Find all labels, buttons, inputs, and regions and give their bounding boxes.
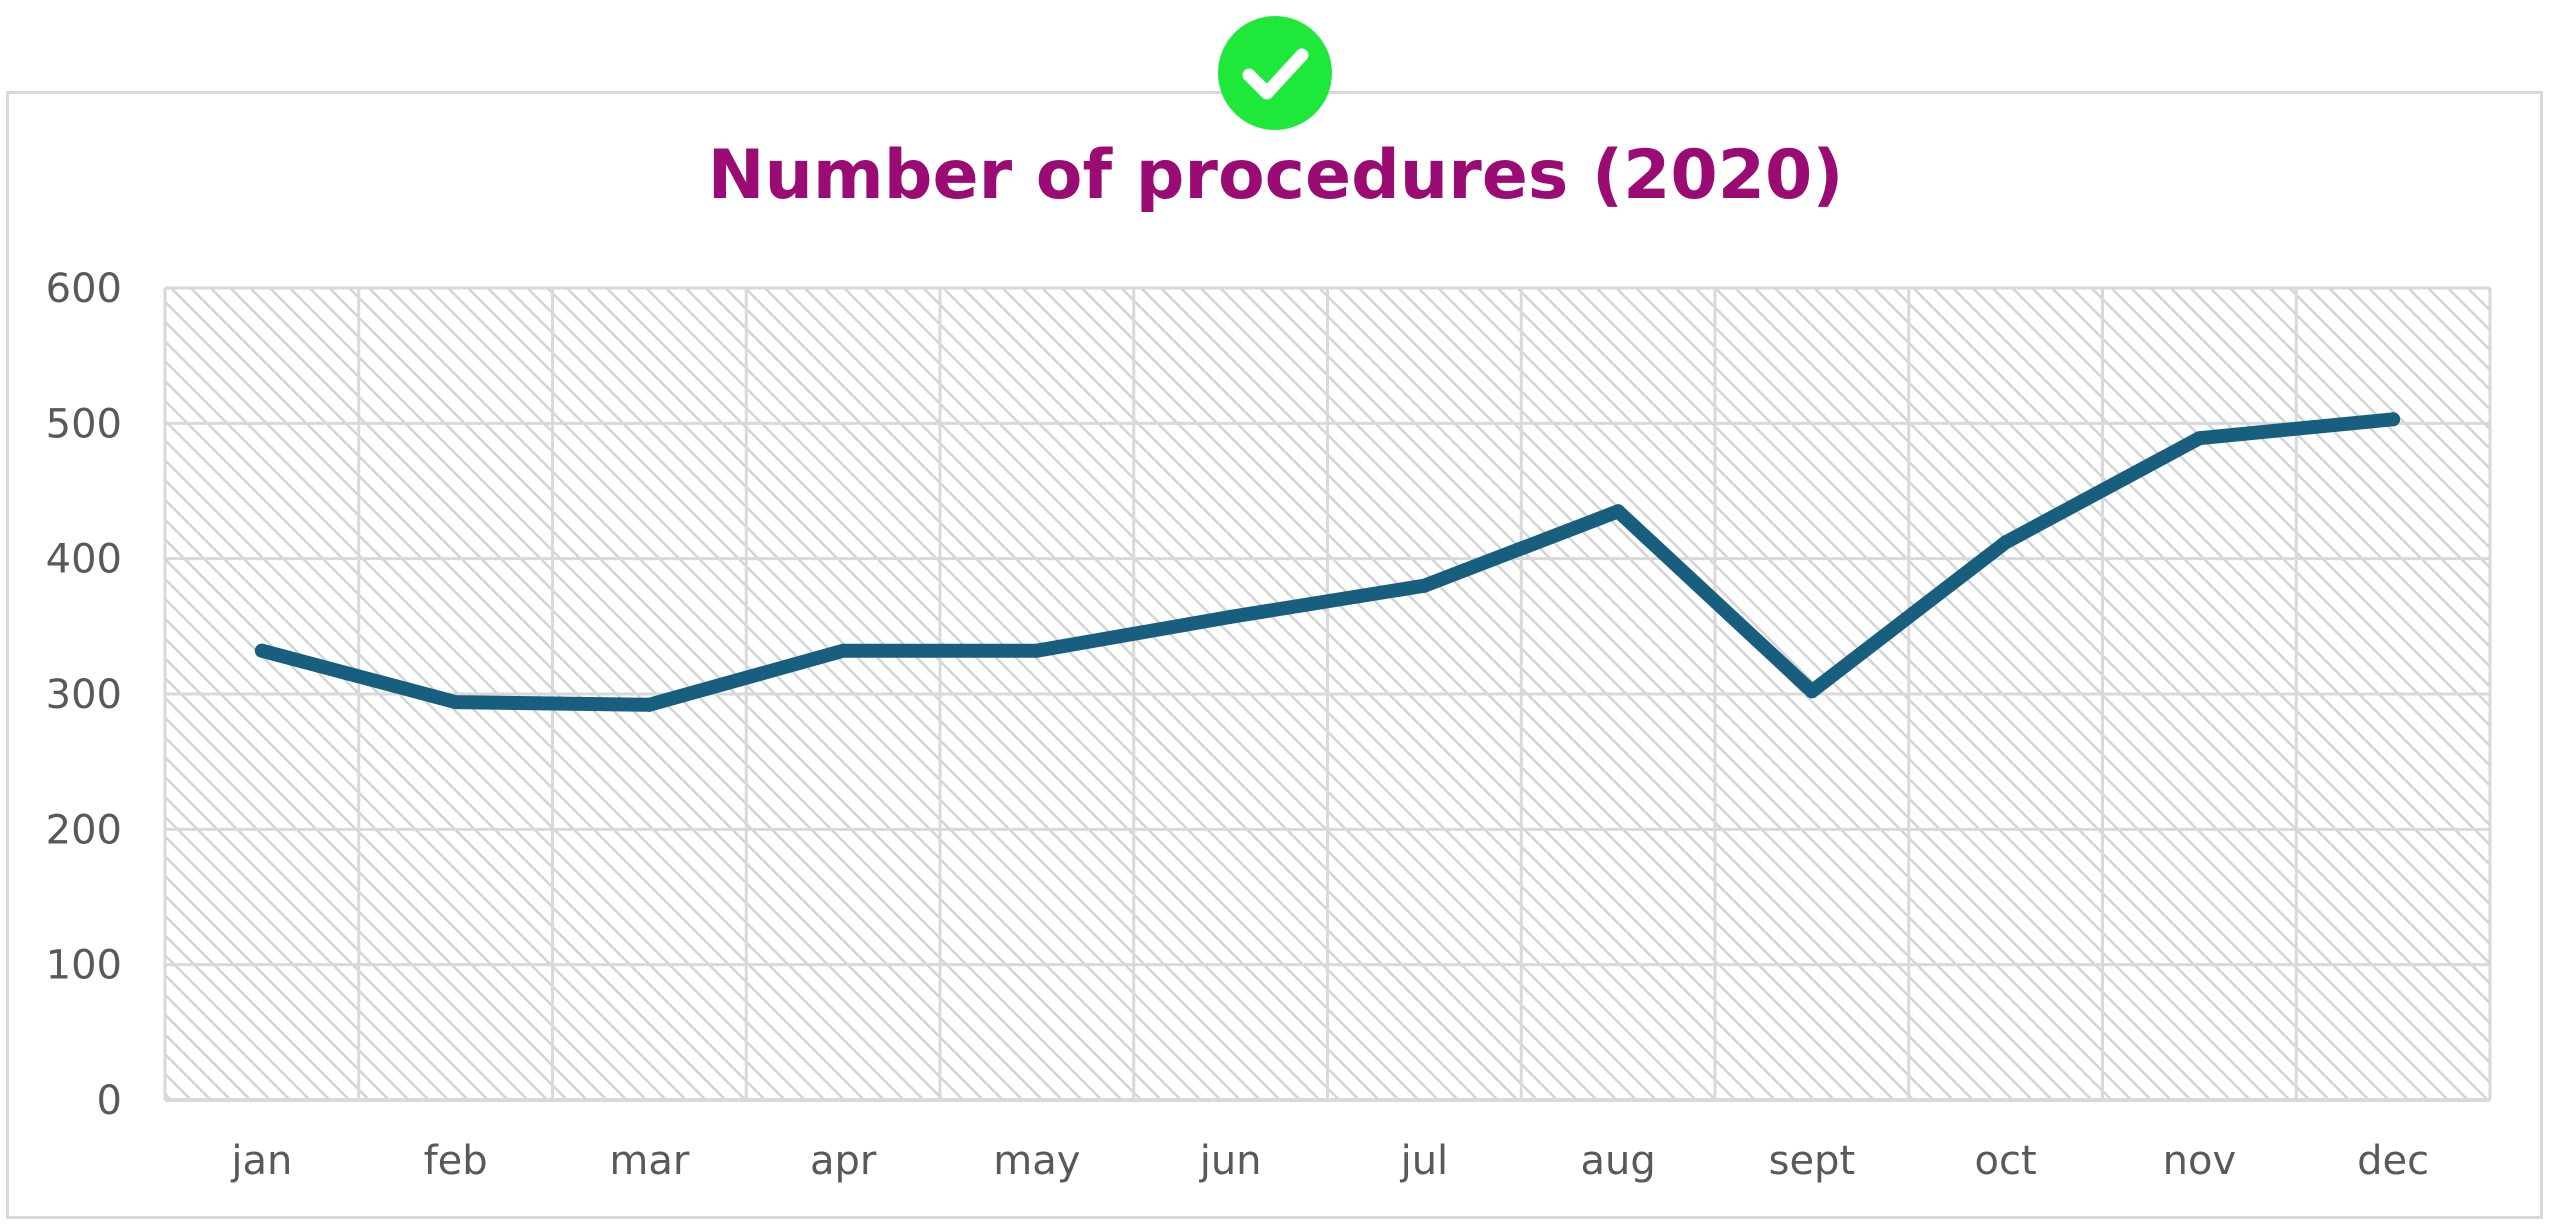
x-tick-label: jan [230, 1138, 292, 1184]
check-circle-icon [1218, 16, 1332, 130]
data-point [448, 695, 463, 710]
series-line [254, 412, 2401, 712]
check-badge [1218, 16, 1332, 130]
data-point [1611, 504, 1626, 519]
x-tick-label: may [993, 1138, 1080, 1184]
x-tick-label: oct [1975, 1138, 2037, 1184]
y-tick-label: 100 [46, 943, 122, 989]
x-tick-label: feb [424, 1138, 488, 1184]
y-tick-label: 200 [46, 807, 122, 853]
chart-title: Number of procedures (2020) [707, 136, 1844, 215]
data-point [836, 643, 851, 658]
x-tick-label: dec [2357, 1138, 2429, 1184]
y-tick-label: 400 [46, 537, 122, 583]
x-tick-label: sept [1769, 1138, 1856, 1184]
x-tick-label: apr [810, 1138, 877, 1184]
y-tick-label: 500 [46, 401, 122, 447]
x-tick-label: aug [1580, 1138, 1655, 1184]
y-tick-label: 300 [46, 672, 122, 718]
x-tick-label: jul [1400, 1138, 1449, 1184]
y-tick-label: 0 [97, 1078, 122, 1124]
y-tick-label: 600 [46, 266, 122, 312]
data-point [1804, 684, 1819, 699]
data-point [1223, 609, 1238, 624]
x-tick-label: jun [1199, 1138, 1262, 1184]
data-point [2192, 431, 2207, 446]
x-tick-label: mar [609, 1138, 689, 1184]
data-point [2386, 412, 2401, 427]
data-point [254, 643, 269, 658]
data-point [1029, 643, 1044, 658]
data-point [1998, 535, 2013, 550]
x-tick-label: nov [2163, 1138, 2237, 1184]
data-point [642, 697, 657, 712]
data-point [1417, 578, 1432, 593]
